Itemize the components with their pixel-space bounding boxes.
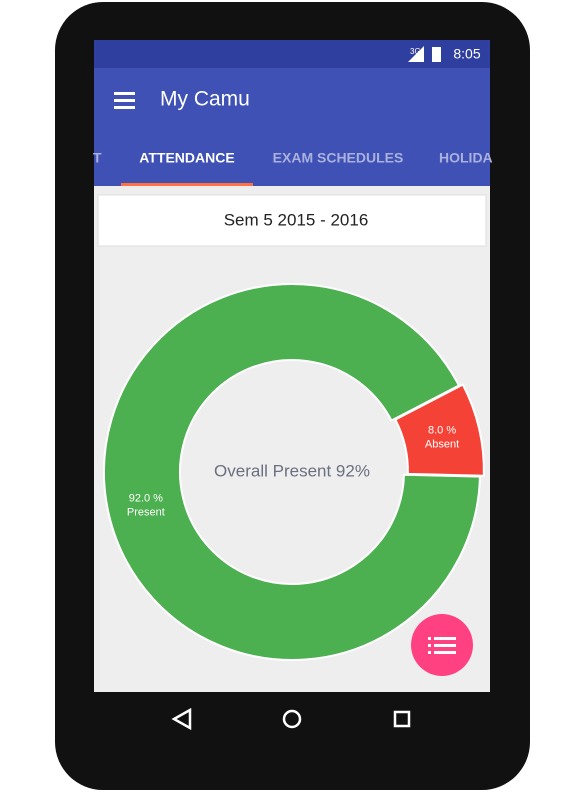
tab[interactable]: T xyxy=(93,150,102,166)
network-indicator: 3G xyxy=(410,47,421,56)
donut-chart: 92.0 % Present 8.0 % Absent Overall Present … xyxy=(103,283,485,661)
nav-recents[interactable] xyxy=(393,710,411,728)
battery-icon xyxy=(432,47,441,62)
menu-line xyxy=(114,99,135,102)
menu-line xyxy=(114,106,135,109)
slice xyxy=(393,383,485,477)
slice xyxy=(103,283,481,661)
tab-active[interactable]: ATTENDANCE xyxy=(139,150,234,166)
signal-icon xyxy=(408,46,424,62)
fab-icon xyxy=(428,637,456,654)
tab[interactable]: HOLIDA xyxy=(439,150,493,166)
status-bar xyxy=(94,40,490,68)
slice-value-label: 8.0 % xyxy=(428,424,456,436)
menu-button[interactable] xyxy=(114,92,135,109)
nav-back[interactable] xyxy=(171,707,192,731)
center-label: Overall Present 92% xyxy=(214,461,370,480)
semester-card[interactable] xyxy=(97,194,487,247)
nav-home[interactable] xyxy=(282,709,302,729)
menu-line xyxy=(114,92,135,95)
slice-category-label: Absent xyxy=(425,438,459,450)
semester-label: Sem 5 2015 - 2016 xyxy=(224,210,369,229)
slice-value-label: 92.0 % xyxy=(129,493,163,505)
app-bar xyxy=(94,68,490,186)
clock: 8:05 xyxy=(453,46,480,62)
slice-category-label: Present xyxy=(127,507,165,519)
app-title: My Camu xyxy=(160,88,250,111)
tab-indicator xyxy=(121,183,253,186)
tab[interactable]: EXAM SCHEDULES xyxy=(273,150,404,166)
